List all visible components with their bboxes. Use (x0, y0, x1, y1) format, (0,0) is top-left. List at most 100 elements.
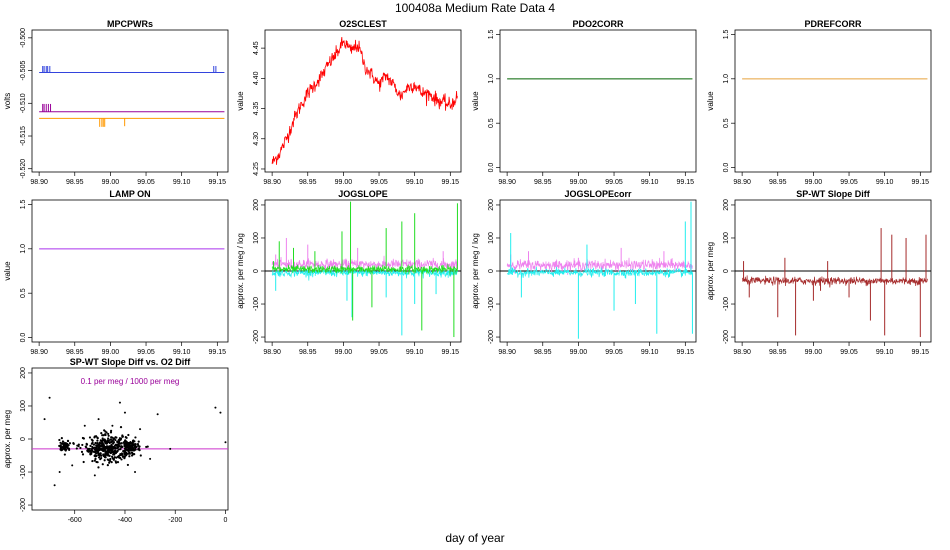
scatter-point (149, 457, 152, 460)
scatter-point (116, 443, 119, 447)
panel-sp-wt-slope-diff-vs-o2-diff: SP-WT Slope Diff vs. O2 Diff approx. per … (3, 357, 229, 524)
x-tick-label: 98.90 (30, 349, 48, 356)
y-tick-label: 1.0 (723, 74, 730, 84)
scatter-point (116, 447, 119, 450)
scatter-point (81, 443, 84, 447)
scatter-point (100, 432, 103, 435)
scatter-point (137, 447, 140, 450)
y-axis-label: value (706, 91, 715, 111)
scatter-point (133, 445, 136, 448)
panel-sp-wt-slope-diff: SP-WT Slope Diff approx. per meg 98.90 98.9… (706, 189, 932, 356)
scatter-point (214, 406, 217, 409)
scatter-point (94, 457, 97, 460)
scatter-point (112, 453, 115, 456)
y-tick-label: -200 (20, 498, 27, 512)
scatter-point (108, 461, 111, 464)
scatter-point (83, 424, 86, 427)
plot-frame (499, 29, 697, 173)
y-tick-label: -0.500 (20, 28, 27, 48)
y-axis-label: approx. per meg / log (236, 233, 245, 309)
scatter-point (111, 455, 114, 458)
x-tick-label: 98.95 (769, 349, 787, 356)
x-tick-label: 99.15 (442, 349, 460, 356)
x-tick-label: 99.10 (406, 179, 424, 186)
plot-frame (31, 29, 229, 173)
scatter-point (94, 441, 97, 445)
scatter-point (125, 446, 128, 449)
panel-title: SP-WT Slope Diff (796, 189, 870, 199)
y-tick-label: -200 (723, 330, 730, 344)
scatter-point (103, 440, 106, 443)
series-line-o2sclest (271, 36, 458, 165)
scatter-point (124, 453, 127, 456)
scatter-point (133, 440, 136, 443)
scatter-point (93, 436, 96, 439)
scatter-point (120, 458, 123, 461)
y-tick-label: -100 (253, 297, 260, 311)
scatter-point (81, 436, 85, 440)
scatter-point (64, 445, 67, 448)
scatter-point (105, 446, 108, 450)
scatter-point (113, 444, 117, 447)
scatter-point (90, 438, 93, 441)
scatter-point (118, 444, 121, 448)
scatter-point (84, 445, 87, 448)
scatter-point (101, 463, 104, 466)
panel-o2sclest: O2SCLEST value 98.90 98.95 99.00 99.05 99.10 99… (236, 19, 462, 186)
scatter-point (106, 464, 109, 467)
scatter-point (121, 455, 124, 458)
y-tick-label: 0.5 (20, 288, 27, 298)
scatter-point (114, 438, 117, 442)
scatter-point (102, 449, 105, 453)
y-tick-label: 0.0 (723, 163, 730, 173)
scatter-point (105, 442, 108, 445)
scatter-point (105, 451, 108, 454)
plot-area (265, 201, 461, 338)
scatter-point (99, 439, 102, 442)
scatter-point (124, 441, 127, 444)
y-tick-label: 100 (723, 232, 730, 244)
scatter-point (109, 431, 113, 434)
x-tick-label: 99.10 (173, 179, 191, 186)
y-tick-label: 0 (723, 269, 730, 273)
scatter-point (134, 471, 137, 474)
x-tick-label: 99.00 (102, 349, 120, 356)
scatter-point (101, 437, 104, 440)
x-tick-label: -200 (168, 517, 182, 524)
y-tick-label: 4.30 (253, 132, 260, 146)
x-tick-label: 99.00 (335, 179, 353, 186)
scatter-point (117, 438, 120, 442)
scatter-point (128, 445, 131, 448)
y-tick-label: -0.515 (20, 126, 27, 146)
scatter-point (97, 466, 100, 469)
y-tick-label: 200 (253, 199, 260, 211)
scatter-point (95, 444, 98, 447)
series-line-green (271, 263, 458, 276)
y-axis-label: value (471, 91, 480, 111)
scatter-point (115, 456, 118, 459)
series-line-diff (741, 275, 928, 288)
scatter-point (60, 442, 64, 445)
series-line-cyan (506, 266, 693, 279)
panel-title: PDO2CORR (572, 19, 624, 29)
scatter-point (87, 449, 90, 452)
scatter-point (97, 418, 100, 421)
x-tick-label: -600 (68, 517, 82, 524)
scatter-point (127, 433, 130, 437)
scatter-point (126, 445, 129, 448)
scatter-point (59, 446, 62, 449)
scatter-point (138, 449, 141, 452)
x-tick-label: 98.90 (733, 349, 751, 356)
y-tick-label: 200 (488, 199, 495, 211)
scatter-point (98, 446, 101, 449)
scatter-point (114, 451, 117, 455)
scatter-point (129, 449, 132, 452)
y-tick-label: -0.505 (20, 61, 27, 81)
y-tick-label: -100 (723, 297, 730, 311)
scatter-point (109, 457, 112, 461)
y-tick-label: 1.5 (488, 29, 495, 39)
scatter-point (110, 436, 113, 439)
series-line-pink (506, 257, 693, 276)
scatter-point (107, 437, 110, 440)
panel-title: MPCPWRs (107, 19, 153, 29)
